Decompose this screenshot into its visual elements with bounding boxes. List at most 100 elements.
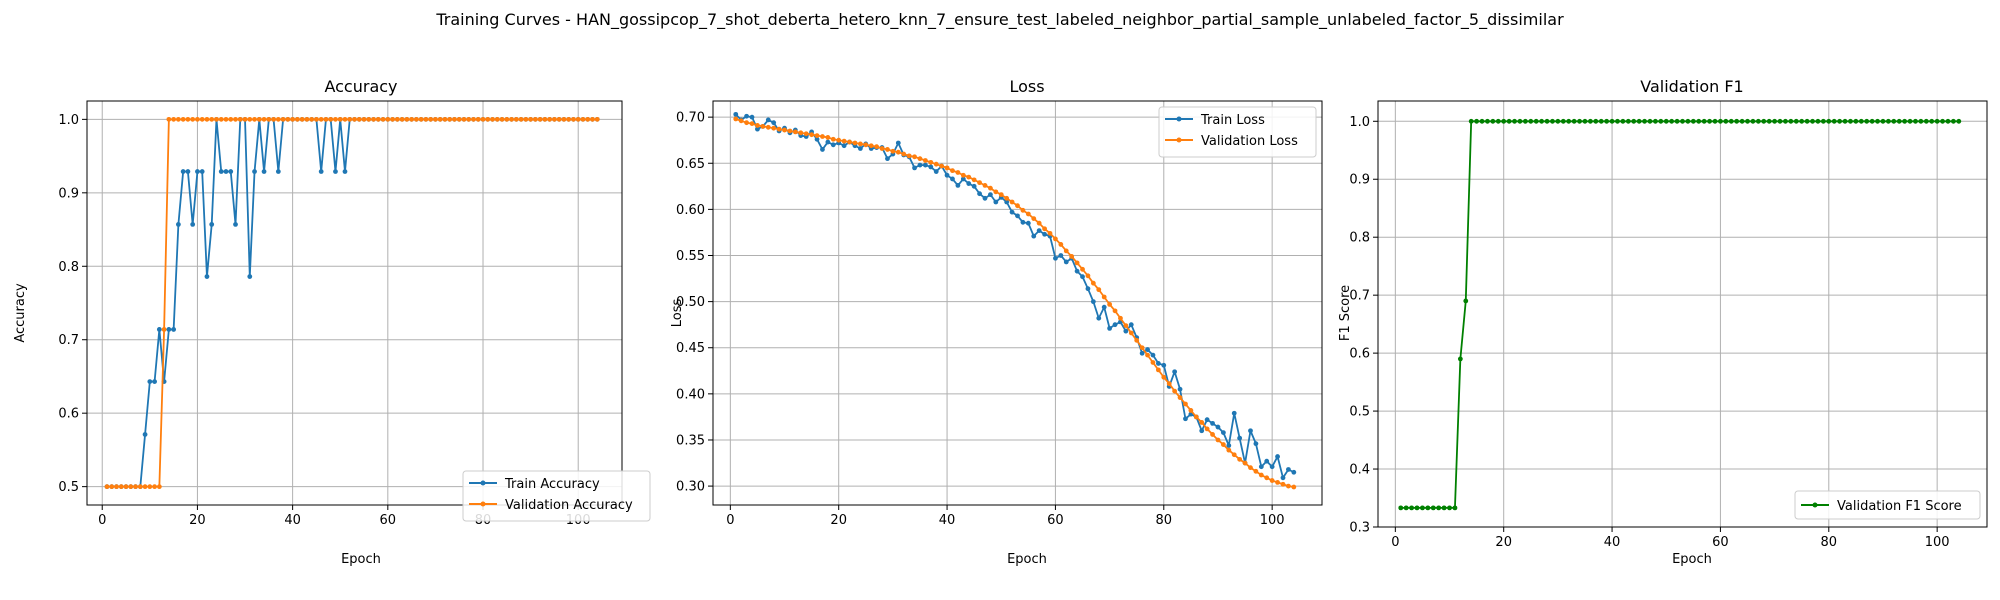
validation-f1-point <box>1631 118 1637 124</box>
validation-accuracy-point <box>437 116 443 122</box>
train-loss-point <box>1139 350 1145 356</box>
validation-accuracy-point <box>566 116 572 122</box>
loss-title: Loss <box>1009 77 1044 96</box>
validation-f1-point <box>1685 118 1691 124</box>
validation-accuracy-point <box>480 116 486 122</box>
validation-accuracy-point <box>123 484 129 490</box>
validation-loss-point <box>1231 452 1237 458</box>
validation-f1-title: Validation F1 <box>1640 77 1743 96</box>
validation-loss-point <box>1020 207 1026 213</box>
validation-f1-point <box>1441 505 1447 511</box>
validation-loss-point <box>1123 323 1129 328</box>
validation-f1-point <box>1544 118 1550 124</box>
validation-loss-point <box>798 130 804 136</box>
train-accuracy-point <box>175 222 181 227</box>
train-loss-point <box>1231 410 1237 416</box>
validation-f1-point <box>1777 118 1783 124</box>
validation-accuracy-point <box>361 116 367 122</box>
accuracy-panel: Accuracy Epoch Accuracy 0204060801000.50… <box>13 77 651 567</box>
validation-f1-point <box>1788 118 1794 124</box>
validation-accuracy-point <box>447 116 453 122</box>
validation-loss-point <box>1036 220 1042 226</box>
validation-f1-legend-label: Validation F1 Score <box>1837 499 1962 514</box>
train-accuracy-point <box>152 379 157 384</box>
validation-f1-point <box>1690 118 1696 124</box>
validation-f1-ylabel: F1 Score <box>1338 285 1353 341</box>
validation-f1-x-tick-label: 80 <box>1821 535 1838 550</box>
validation-f1-point <box>1582 118 1588 124</box>
loss-y-tick-label: 0.40 <box>676 387 705 402</box>
train-loss-point <box>960 176 966 182</box>
validation-loss-point <box>1053 236 1058 242</box>
validation-f1-point <box>1880 118 1886 124</box>
validation-accuracy-point <box>556 116 562 122</box>
loss-legend-marker-validation <box>1176 137 1182 143</box>
train-loss-point <box>771 120 777 126</box>
validation-f1-point <box>1468 118 1474 124</box>
validation-accuracy-point <box>247 116 253 122</box>
validation-loss-point <box>857 141 863 147</box>
train-accuracy-point <box>218 169 224 174</box>
train-loss-point <box>1275 454 1280 459</box>
train-loss-point <box>1161 362 1167 368</box>
validation-accuracy-point <box>428 116 434 122</box>
accuracy-legend-label-validation: Validation Accuracy <box>505 498 633 513</box>
validation-loss-point <box>1134 337 1140 343</box>
train-loss-point <box>982 195 988 201</box>
validation-loss-point <box>755 123 760 128</box>
train-accuracy-point <box>147 379 153 384</box>
accuracy-x-tick-label: 40 <box>284 513 301 528</box>
validation-f1-point <box>1956 118 1962 124</box>
validation-f1-point <box>1403 505 1409 511</box>
validation-accuracy-point <box>518 116 524 122</box>
accuracy-legend-label-train: Train Accuracy <box>504 477 600 492</box>
validation-f1-point <box>1501 118 1507 124</box>
validation-loss-point <box>820 134 825 139</box>
validation-loss-point <box>1150 360 1156 365</box>
validation-loss-point <box>1226 447 1232 453</box>
train-loss-point <box>1204 417 1210 423</box>
validation-f1-point <box>1815 118 1821 124</box>
validation-accuracy-point <box>347 116 353 122</box>
accuracy-grid <box>87 101 622 505</box>
train-loss-series <box>733 111 1297 481</box>
train-loss-point <box>895 140 901 146</box>
validation-f1-x-tick-label: 0 <box>1391 535 1399 550</box>
validation-loss-point <box>998 192 1004 198</box>
train-loss-point <box>1237 435 1243 441</box>
validation-loss-point <box>879 146 885 151</box>
validation-loss-point <box>1015 203 1020 209</box>
train-accuracy-point <box>228 169 234 174</box>
validation-accuracy-point <box>413 116 419 122</box>
validation-f1-point <box>1414 505 1420 511</box>
validation-f1-point <box>1858 118 1864 124</box>
validation-loss-point <box>1199 420 1205 425</box>
validation-loss-point <box>814 133 820 138</box>
validation-accuracy-point <box>475 116 481 122</box>
validation-f1-point <box>1398 505 1404 511</box>
train-loss-point <box>1085 286 1091 292</box>
validation-f1-point <box>1609 118 1615 124</box>
accuracy-x-tick-label: 20 <box>189 513 206 528</box>
validation-loss-point <box>982 183 988 188</box>
validation-loss-point <box>1118 315 1123 321</box>
validation-accuracy-point <box>333 116 338 122</box>
validation-f1-point <box>1837 118 1843 124</box>
validation-f1-point <box>1745 118 1750 124</box>
loss-x-tick-label: 0 <box>726 513 734 528</box>
accuracy-y-tick-label: 0.7 <box>58 333 79 348</box>
train-loss-point <box>733 111 739 117</box>
validation-f1-x-tick-label: 60 <box>1712 535 1729 550</box>
validation-loss-point <box>1248 465 1253 471</box>
validation-accuracy-point <box>175 116 181 122</box>
validation-accuracy-point <box>542 116 548 122</box>
validation-loss-point <box>1031 216 1037 222</box>
validation-f1-point <box>1642 118 1647 124</box>
validation-accuracy-point <box>223 116 229 122</box>
loss-x-tick-label: 60 <box>1047 513 1064 528</box>
validation-accuracy-point <box>271 116 276 122</box>
validation-accuracy-point <box>561 116 567 122</box>
train-loss-point <box>1015 213 1020 219</box>
validation-accuracy-point <box>147 484 153 490</box>
validation-f1-point <box>1604 118 1610 124</box>
